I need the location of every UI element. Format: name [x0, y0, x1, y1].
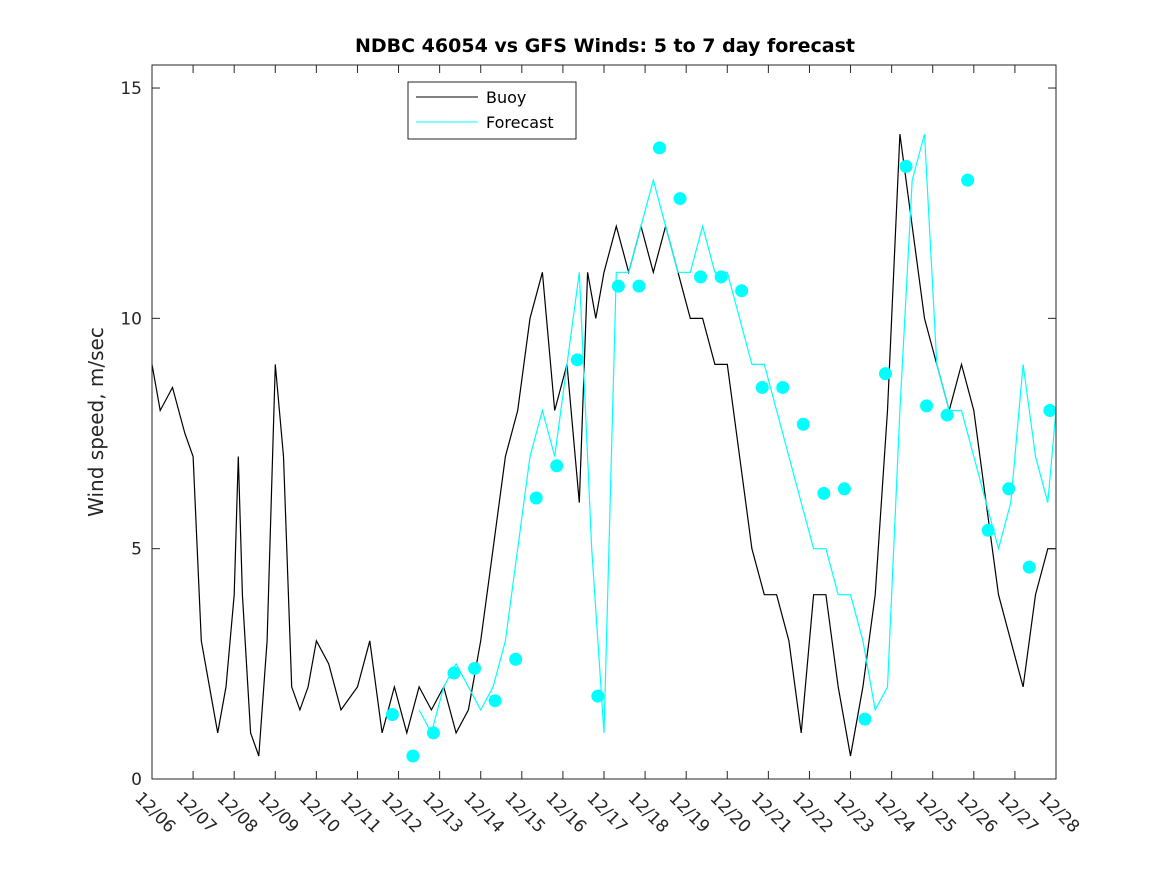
forecast-point	[837, 482, 851, 496]
forecast-point	[858, 712, 872, 726]
x-tick-label: 12/07	[172, 788, 221, 837]
chart-title: NDBC 46054 vs GFS Winds: 5 to 7 day fore…	[355, 35, 855, 57]
forecast-point	[694, 270, 708, 284]
forecast-point	[940, 408, 954, 422]
legend: Buoy Forecast	[407, 81, 577, 140]
forecast-point	[735, 284, 749, 298]
legend-forecast-label: Forecast	[486, 113, 554, 132]
forecast-point	[385, 708, 399, 722]
forecast-point	[776, 380, 790, 394]
forecast-point	[920, 399, 934, 413]
forecast-point	[1043, 403, 1057, 417]
x-tick-label: 12/17	[582, 788, 631, 837]
forecast-point	[611, 279, 625, 293]
forecast-point	[570, 353, 584, 367]
legend-buoy-label: Buoy	[486, 88, 526, 107]
x-tick-label: 12/19	[665, 788, 714, 837]
series-layer	[151, 133, 1057, 757]
x-tick-label: 12/06	[130, 788, 179, 837]
forecast-point	[961, 173, 975, 187]
x-tick-label: 12/13	[418, 788, 467, 837]
x-tick-label: 12/12	[377, 788, 426, 837]
x-tick-label: 12/16	[541, 788, 590, 837]
marker-layer	[385, 141, 1057, 763]
forecast-point	[817, 486, 831, 500]
forecast-point	[509, 652, 523, 666]
x-tick-label: 12/27	[993, 788, 1042, 837]
x-tick-label: 12/20	[706, 788, 755, 837]
forecast-point	[796, 417, 810, 431]
forecast-point	[468, 661, 482, 675]
x-tick-label: 12/25	[911, 788, 960, 837]
series-line-forecast	[418, 133, 1057, 735]
series-line-buoy	[151, 134, 1056, 757]
forecast-point	[1002, 482, 1016, 496]
y-tick-label: 5	[131, 540, 142, 560]
x-tick-label: 12/10	[295, 788, 344, 837]
x-tick-label: 12/22	[788, 788, 837, 837]
x-tick-label: 12/28	[1034, 788, 1083, 837]
y-tick-label: 15	[120, 79, 142, 99]
forecast-point	[673, 192, 687, 206]
x-tick-label: 12/09	[254, 788, 303, 837]
forecast-point	[878, 367, 892, 381]
legend-box	[407, 81, 577, 140]
forecast-point	[406, 749, 420, 763]
forecast-point	[755, 380, 769, 394]
forecast-point	[591, 689, 605, 703]
x-tick-label: 12/18	[624, 788, 673, 837]
plot-area	[152, 65, 1056, 779]
x-tick-label: 12/15	[500, 788, 549, 837]
x-tick-label: 12/24	[870, 788, 919, 837]
forecast-point	[632, 279, 646, 293]
x-tick-label: 12/23	[829, 788, 878, 837]
x-tick-label: 12/11	[336, 788, 385, 837]
x-tick-label: 12/26	[952, 788, 1001, 837]
x-tick-label: 12/21	[747, 788, 796, 837]
x-tick-label: 12/08	[213, 788, 262, 837]
forecast-point	[714, 270, 728, 284]
forecast-point	[488, 694, 502, 708]
forecast-point	[1022, 560, 1036, 574]
forecast-point	[447, 666, 461, 680]
y-axis-label: Wind speed, m/sec	[84, 327, 108, 517]
forecast-point	[899, 159, 913, 173]
y-tick-label: 0	[131, 770, 142, 790]
forecast-point	[981, 523, 995, 537]
forecast-point	[550, 459, 564, 473]
x-tick-label: 12/14	[459, 788, 508, 837]
y-tick-label: 10	[120, 309, 142, 329]
forecast-point	[652, 141, 666, 155]
forecast-point	[529, 491, 543, 505]
forecast-point	[426, 726, 440, 740]
